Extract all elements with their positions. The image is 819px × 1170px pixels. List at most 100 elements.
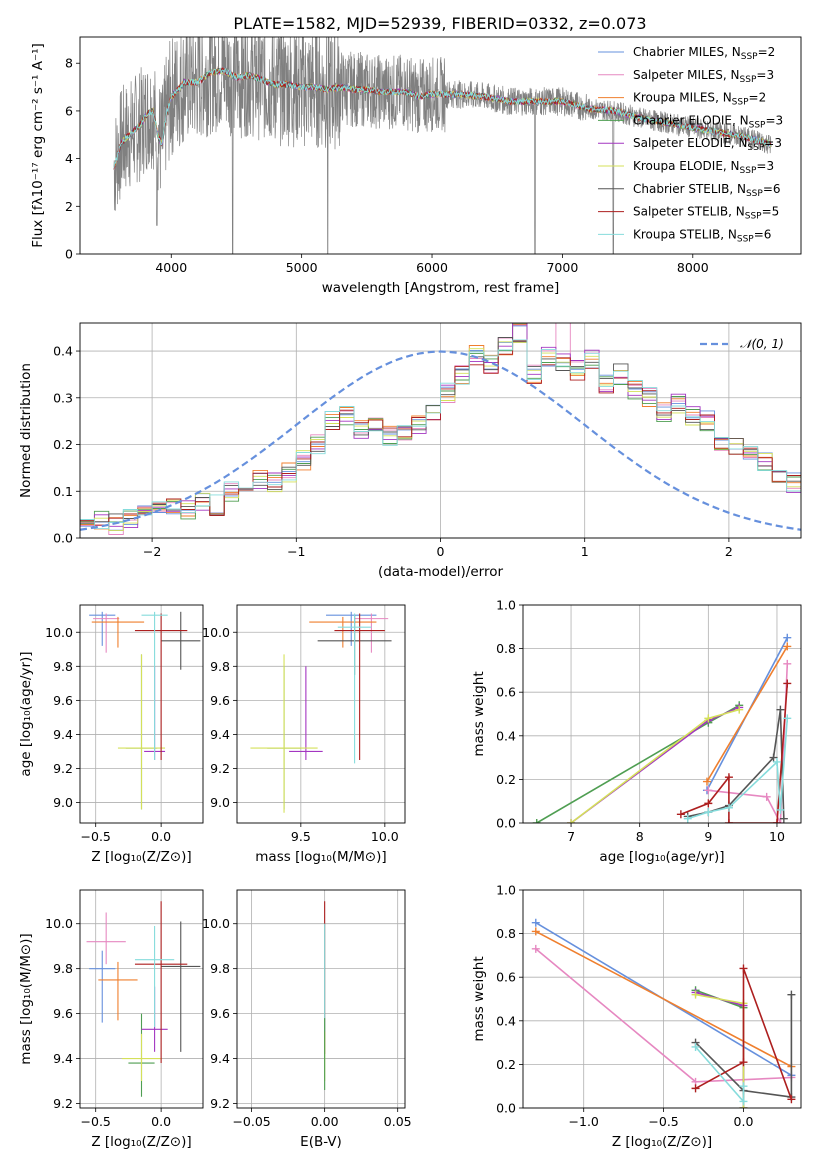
legend-separator: , N bbox=[715, 91, 732, 105]
legend-equals: = bbox=[749, 91, 759, 105]
y-tick-label: 0.3 bbox=[53, 390, 73, 405]
legend-nssp: 6 bbox=[773, 182, 781, 196]
mass_vs_ebv-frame bbox=[236, 889, 406, 1109]
weight-point-marker bbox=[532, 819, 541, 823]
weight-point-marker bbox=[704, 786, 713, 795]
legend-separator: , N bbox=[723, 159, 740, 173]
weight-point-marker bbox=[783, 659, 792, 668]
errorbar-kroupa-miles bbox=[309, 616, 377, 648]
legend-nssp: 2 bbox=[768, 45, 776, 59]
weight-line bbox=[695, 994, 793, 1099]
histogram-chabrier-miles bbox=[80, 325, 801, 531]
y-axis-label: mass weight bbox=[471, 956, 487, 1041]
weight-point-marker bbox=[691, 990, 700, 999]
x-tick-label: 8000 bbox=[677, 260, 709, 275]
y-tick-label: 9.8 bbox=[53, 659, 73, 674]
weight-point-marker bbox=[787, 1095, 796, 1104]
legend-separator: , N bbox=[731, 136, 748, 150]
axes-mass_vs_ebv: −0.05 0.00 0.05 9.2 9.4 9.6 9.8 10.0 E(B-V) bbox=[202, 889, 412, 1150]
y-tick-label: 0.4 bbox=[496, 728, 516, 743]
weight-series-chabrier-stelib bbox=[683, 705, 788, 823]
weight-point-marker bbox=[739, 1082, 748, 1091]
weight-series-kroupa-stelib bbox=[691, 1042, 748, 1106]
weight-line bbox=[535, 930, 792, 1068]
plot-area-age_vs_Z bbox=[89, 611, 201, 810]
errorbar-kroupa-stelib bbox=[337, 613, 372, 764]
errorbar-chabrier-miles bbox=[326, 611, 377, 646]
weight-point-marker bbox=[735, 705, 744, 714]
weight-point-marker bbox=[567, 819, 576, 823]
weight-point-marker bbox=[702, 777, 711, 786]
x-tick-label: 5000 bbox=[286, 260, 318, 275]
legend-nssp: 3 bbox=[776, 113, 784, 127]
legend-subscript: SSP bbox=[749, 120, 766, 130]
legend-series-name: Kroupa ELODIE bbox=[633, 159, 723, 173]
weight-point-marker bbox=[779, 814, 788, 823]
legend-subscript: SSP bbox=[746, 189, 763, 199]
y-axis-label: Flux [fλ10⁻¹⁷ erg cm⁻² s⁻¹ A⁻¹] bbox=[30, 43, 46, 248]
errorbar-chabrier-miles bbox=[89, 611, 116, 646]
weight-line bbox=[687, 718, 789, 820]
weight-point-marker bbox=[783, 633, 792, 642]
y-tick-label: 1.0 bbox=[496, 598, 516, 613]
y-tick-label: 10.0 bbox=[202, 916, 230, 931]
legend-equals: = bbox=[756, 68, 766, 82]
residuals-frame bbox=[79, 322, 802, 539]
y-tick-label: 9.6 bbox=[53, 693, 73, 708]
y-tick-label: 9.2 bbox=[53, 1096, 73, 1111]
weight-point-marker bbox=[776, 819, 785, 823]
legend-series-name: Salpeter MILES bbox=[633, 68, 723, 82]
legend-entry: Salpeter MILES, NSSP=3 bbox=[633, 68, 774, 85]
weight-series-kroupa-elodie bbox=[567, 705, 744, 823]
legend-series-name: Chabrier ELODIE bbox=[633, 113, 732, 127]
weight_vs_age-frame bbox=[522, 604, 802, 824]
weight-point-marker bbox=[772, 819, 781, 823]
x-tick-label: 4000 bbox=[155, 260, 187, 275]
y-tick-label: 9.8 bbox=[53, 961, 73, 976]
weight-point-marker bbox=[676, 810, 685, 819]
legend-entry: 𝒩(0, 1) bbox=[740, 337, 784, 351]
x-tick-label: 10 bbox=[769, 829, 785, 844]
legend-nssp: 5 bbox=[772, 205, 780, 219]
legend-nssp: 3 bbox=[766, 68, 774, 82]
x-tick-label: 0.0 bbox=[151, 829, 171, 844]
weight-point-marker bbox=[531, 927, 540, 936]
x-tick-label: 10.0 bbox=[371, 829, 399, 844]
weight-series-kroupa-stelib bbox=[683, 714, 792, 823]
weight-line bbox=[694, 1046, 745, 1104]
age_vs_Z-frame bbox=[79, 604, 204, 824]
x-tick-label: 0.00 bbox=[311, 1114, 339, 1129]
legend-entry: Salpeter ELODIE, NSSP=3 bbox=[633, 136, 782, 153]
errorbar-kroupa-miles bbox=[98, 961, 138, 1021]
weight-series-salpeter-elodie bbox=[691, 988, 748, 1108]
weight-line bbox=[708, 663, 789, 823]
weight-point-marker bbox=[739, 1058, 748, 1067]
y-tick-label: 9.2 bbox=[53, 761, 73, 776]
legend-subscript: SSP bbox=[740, 166, 757, 176]
weight-line bbox=[680, 683, 789, 823]
legend-equals: = bbox=[756, 159, 766, 173]
y-tick-label: 0.6 bbox=[496, 970, 516, 985]
axes-weight_vs_age: 7 8 9 10 0.0 0.2 0.4 0.6 0.8 1.0 age [log₁₀(age/yr… bbox=[471, 598, 802, 865]
legend-subscript: SSP bbox=[747, 143, 764, 153]
errorbar-salpeter-stelib bbox=[134, 613, 188, 760]
x-axis-label: wavelength [Angstrom, rest frame] bbox=[322, 280, 560, 296]
legend-series-name: Chabrier MILES bbox=[633, 45, 724, 59]
legend-series-name: Chabrier STELIB bbox=[633, 182, 729, 196]
legend-nssp: 3 bbox=[774, 136, 782, 150]
weight-point-marker bbox=[739, 1097, 748, 1106]
legend-subscript: SSP bbox=[740, 75, 757, 85]
y-tick-label: 9.4 bbox=[210, 727, 230, 742]
y-tick-label: 0.2 bbox=[53, 437, 73, 452]
x-tick-label: −0.5 bbox=[81, 1114, 111, 1129]
legend-subscript: SSP bbox=[741, 52, 758, 62]
legend-entry: Chabrier ELODIE, NSSP=3 bbox=[633, 113, 783, 130]
legend-entry: Kroupa STELIB, NSSP=6 bbox=[633, 227, 771, 244]
legend-series-name: Kroupa MILES bbox=[633, 91, 715, 105]
weight-series-kroupa-miles bbox=[702, 642, 792, 786]
x-tick-label: −2 bbox=[143, 544, 161, 559]
axes-spectrum: 4000 5000 6000 7000 8000 0 2 4 6 8 wavelength [Ang… bbox=[30, 36, 802, 296]
legend-subscript: SSP bbox=[732, 98, 749, 108]
